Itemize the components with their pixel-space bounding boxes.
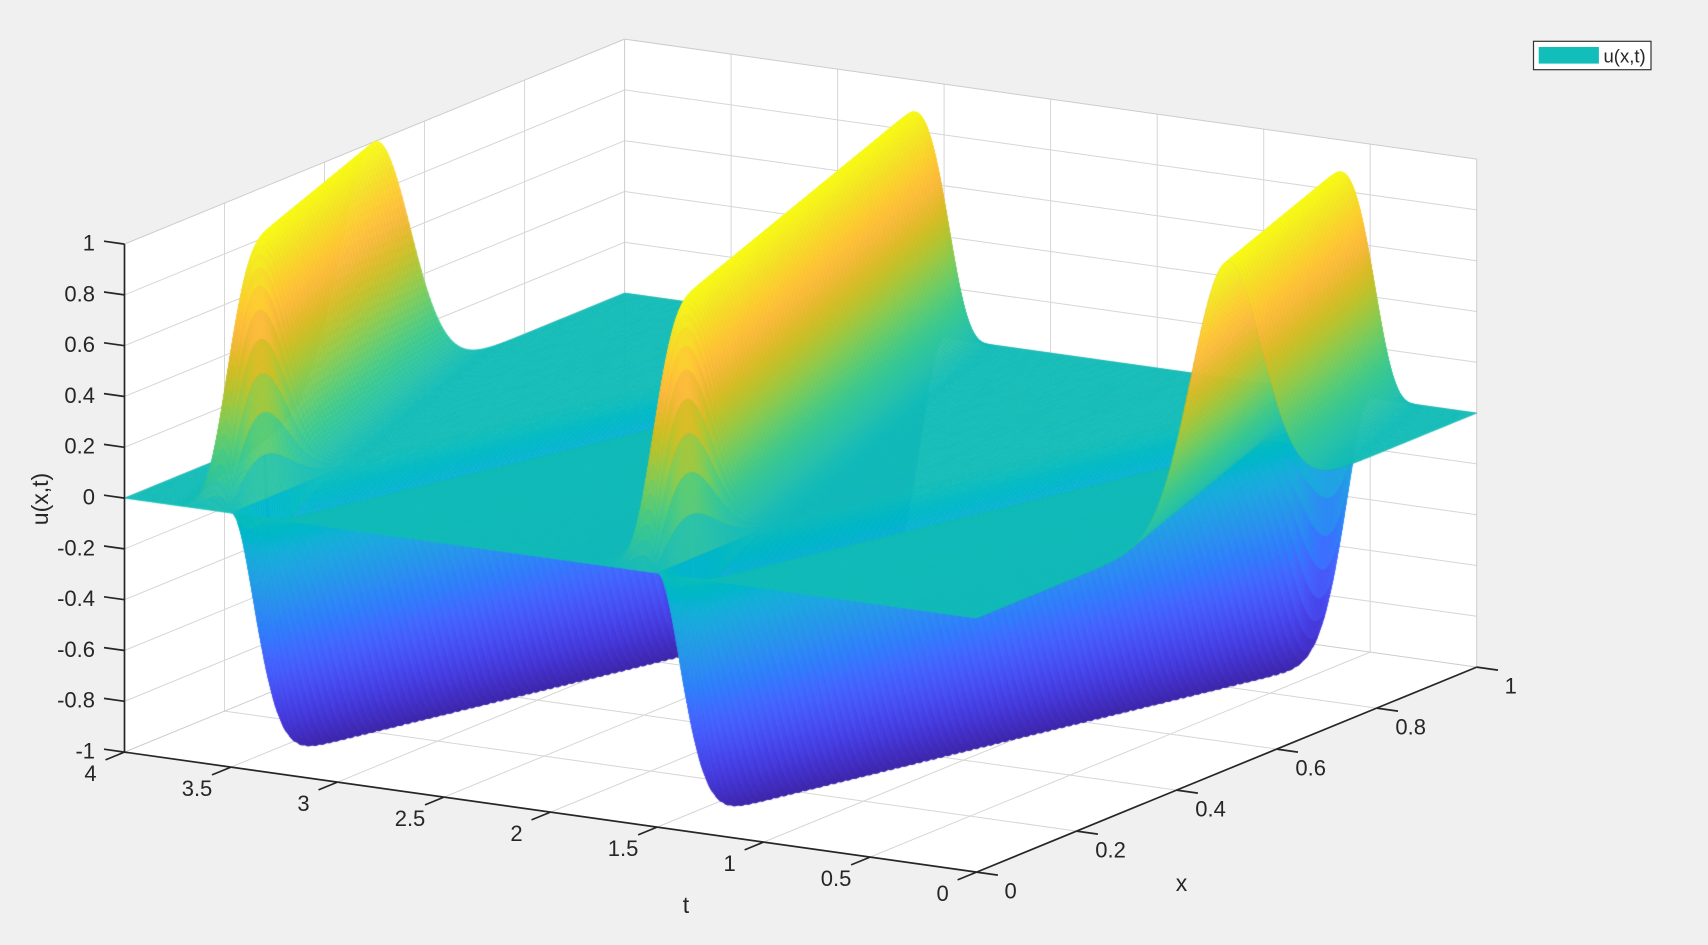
svg-text:2: 2 <box>510 821 522 846</box>
svg-text:1: 1 <box>83 231 95 256</box>
svg-text:u(x,t): u(x,t) <box>1604 46 1646 67</box>
svg-text:1: 1 <box>723 851 735 876</box>
svg-text:-1: -1 <box>75 739 95 764</box>
svg-text:0.8: 0.8 <box>1395 715 1426 740</box>
svg-text:3: 3 <box>297 791 309 816</box>
svg-text:0: 0 <box>1004 879 1016 904</box>
svg-text:0: 0 <box>936 881 948 906</box>
svg-text:u(x,t): u(x,t) <box>27 473 53 525</box>
svg-text:-0.8: -0.8 <box>57 688 95 713</box>
svg-text:0.6: 0.6 <box>64 332 95 357</box>
svg-text:1: 1 <box>1505 674 1517 699</box>
svg-text:3.5: 3.5 <box>182 776 213 801</box>
svg-text:0.6: 0.6 <box>1295 756 1326 781</box>
svg-text:x: x <box>1176 870 1188 896</box>
svg-text:-0.4: -0.4 <box>57 586 95 611</box>
svg-text:4: 4 <box>84 761 96 786</box>
svg-text:0.8: 0.8 <box>64 281 95 306</box>
svg-text:0.4: 0.4 <box>1195 797 1226 822</box>
svg-text:1.5: 1.5 <box>608 836 639 861</box>
svg-text:2.5: 2.5 <box>395 806 426 831</box>
svg-text:0.4: 0.4 <box>64 383 95 408</box>
svg-text:0: 0 <box>83 485 95 510</box>
svg-text:-0.2: -0.2 <box>57 535 95 560</box>
svg-text:0.2: 0.2 <box>64 434 95 459</box>
svg-text:-0.6: -0.6 <box>57 637 95 662</box>
svg-text:0.2: 0.2 <box>1095 838 1126 863</box>
svg-text:0.5: 0.5 <box>821 866 852 891</box>
svg-text:t: t <box>683 892 690 918</box>
